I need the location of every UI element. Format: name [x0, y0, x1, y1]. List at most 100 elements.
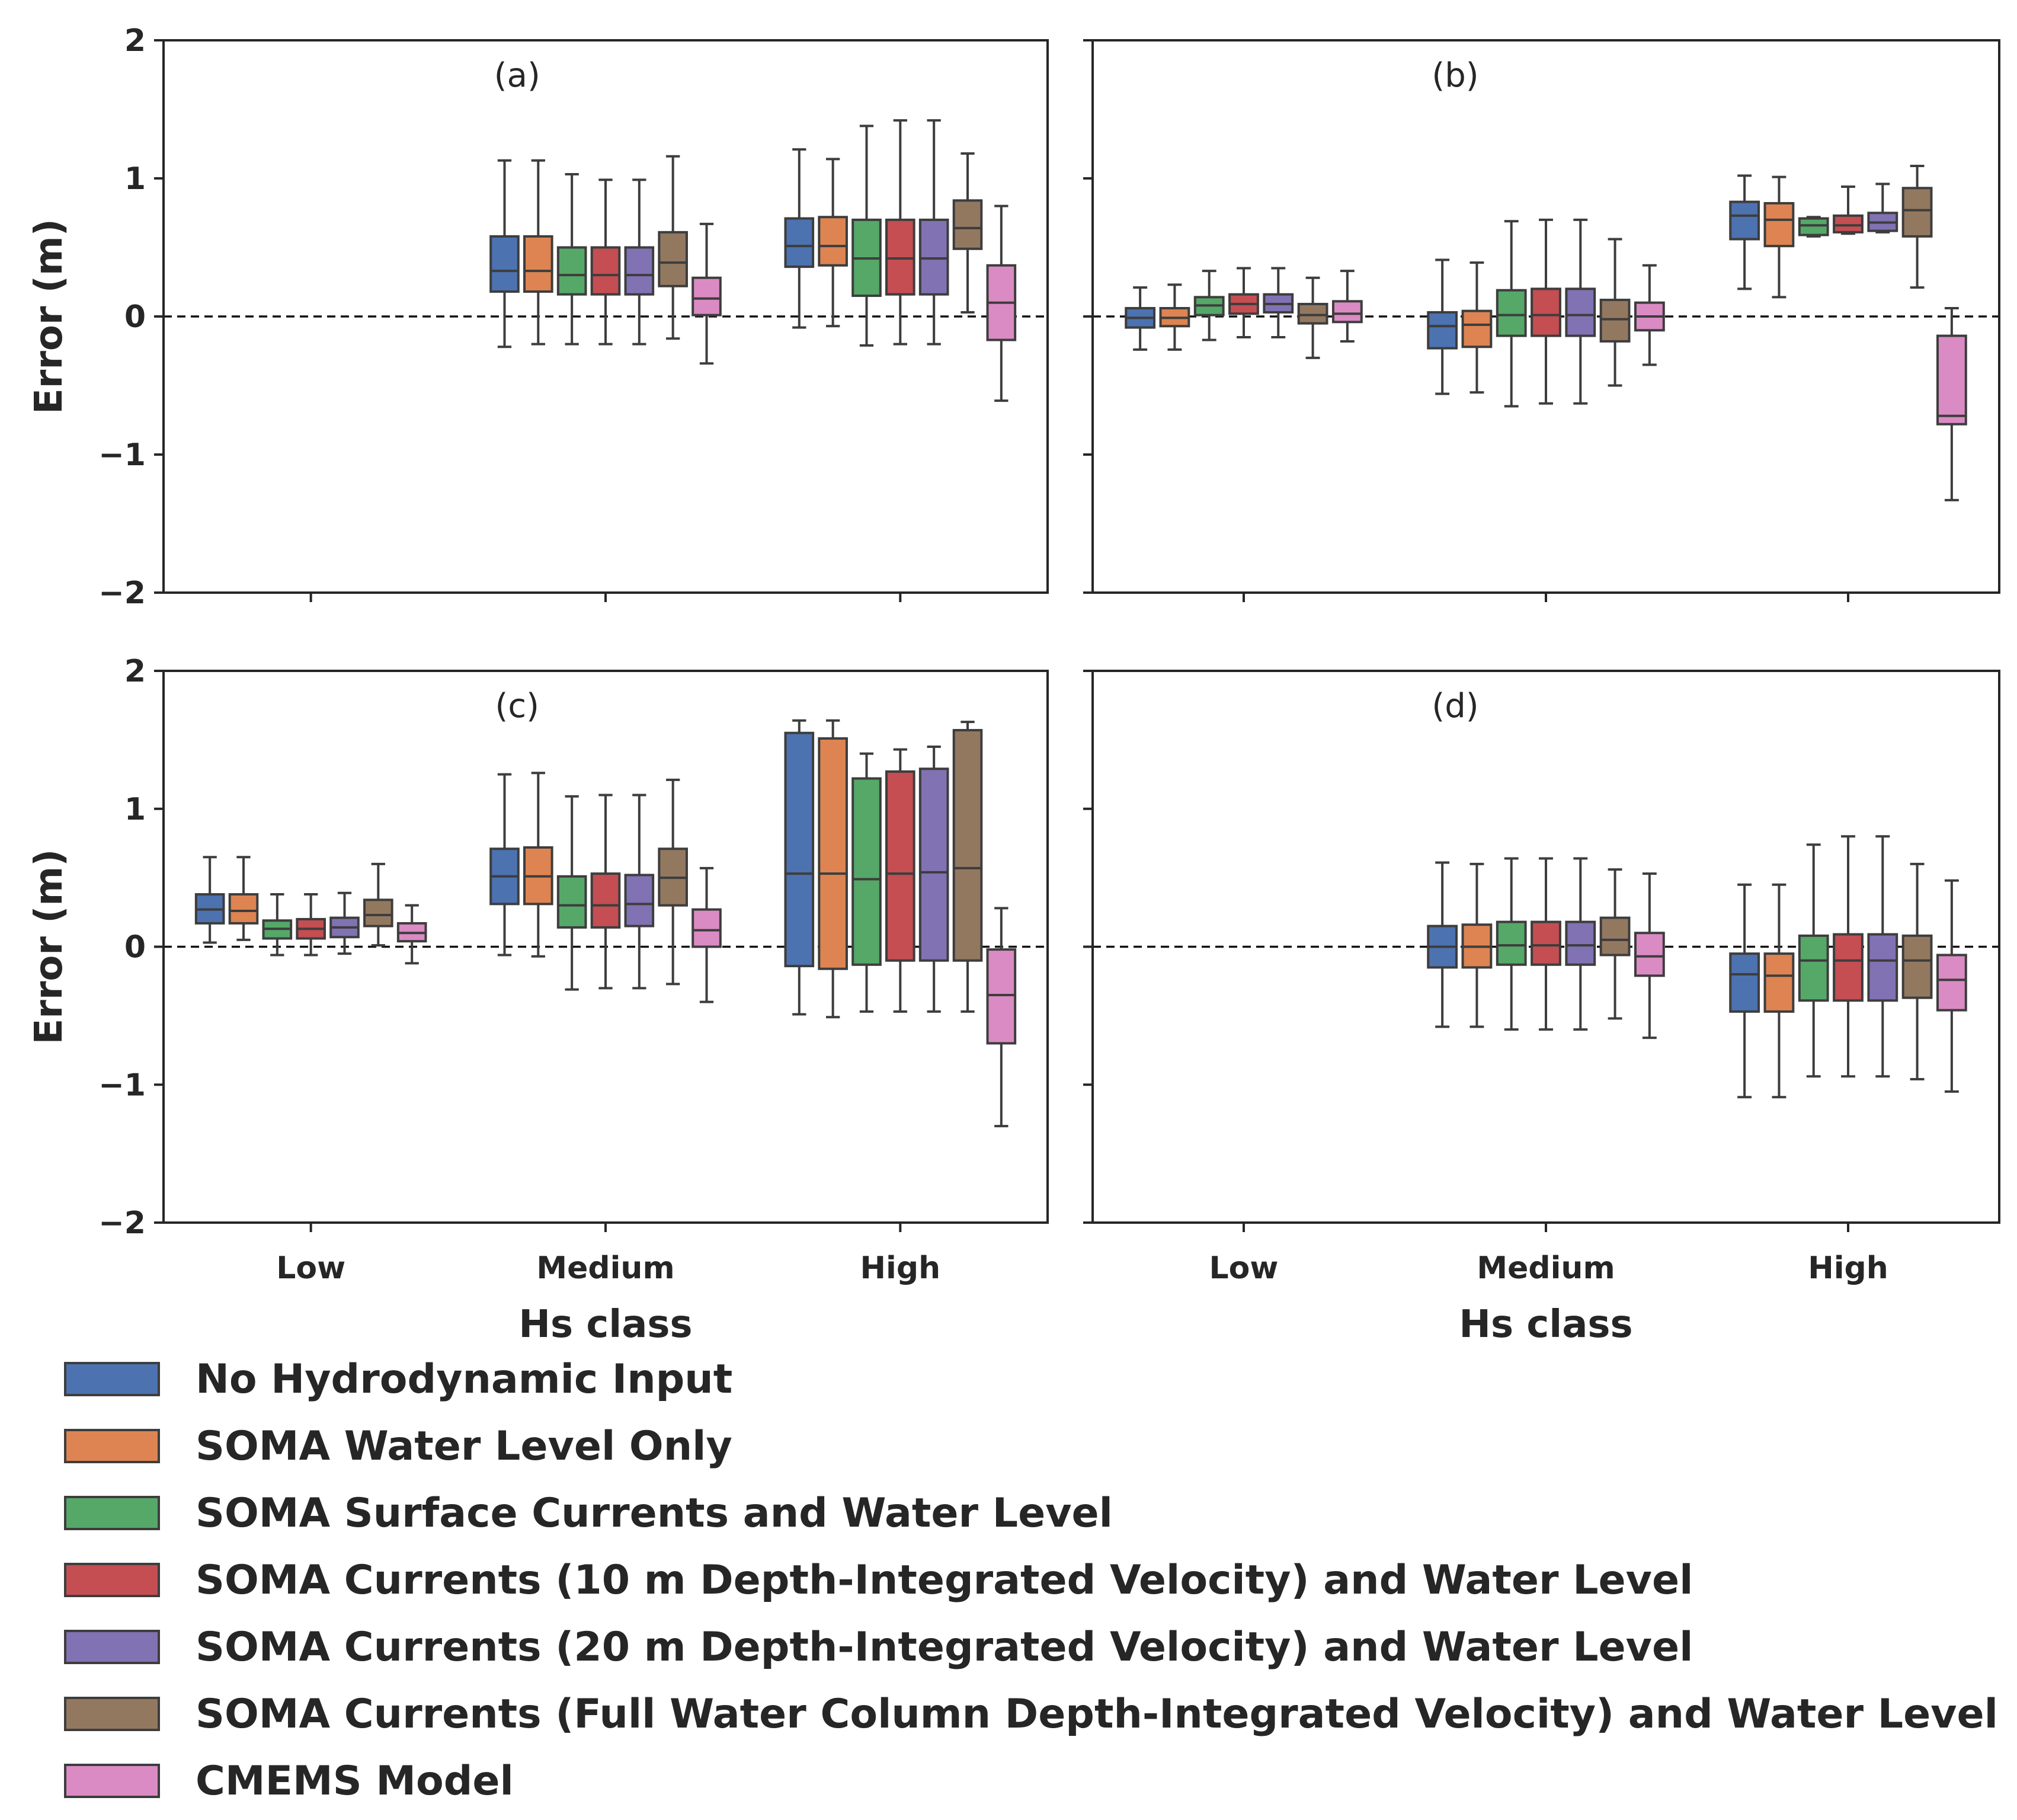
iqr-box — [1565, 287, 1596, 337]
box-high-series-1 — [1763, 175, 1795, 299]
panel-label: (d) — [1432, 687, 1478, 725]
iqr-box — [1833, 214, 1864, 234]
y-tick-label: 0 — [124, 930, 146, 965]
box-medium-series-1 — [523, 159, 553, 346]
iqr-box — [952, 729, 983, 962]
iqr-box — [1901, 187, 1933, 238]
box-high-series-4 — [918, 119, 949, 346]
box-medium-series-0 — [489, 773, 520, 957]
box-high-series-2 — [1798, 216, 1829, 238]
legend-swatch — [64, 1764, 160, 1798]
iqr-box — [1729, 952, 1760, 1013]
x-axis-title: Hs class — [518, 1303, 692, 1346]
box-high-series-0 — [784, 148, 815, 329]
iqr-box — [1427, 311, 1458, 350]
box-high-series-0 — [784, 719, 815, 1016]
box-medium-series-5 — [658, 778, 688, 986]
box-high-series-3 — [885, 119, 915, 346]
box-low-series-4 — [329, 891, 360, 955]
box-low-series-4 — [1263, 267, 1294, 338]
box-low-series-2 — [262, 893, 293, 957]
iqr-box — [918, 767, 949, 962]
box-high-series-0 — [1729, 883, 1760, 1099]
box-medium-series-6 — [691, 866, 722, 1003]
box-high-series-5 — [952, 152, 983, 314]
iqr-box — [691, 276, 722, 316]
legend-swatch — [64, 1630, 160, 1664]
iqr-box — [691, 908, 722, 948]
box-low-series-0 — [1125, 286, 1156, 351]
panel-label: (c) — [495, 687, 539, 725]
iqr-box — [489, 235, 520, 293]
iqr-box — [1599, 299, 1631, 343]
iqr-box — [1798, 934, 1829, 1002]
y-tick-label: −1 — [98, 1067, 146, 1103]
y-tick-label: 1 — [124, 792, 146, 827]
box-high-series-6 — [986, 204, 1017, 402]
box-medium-series-4 — [1565, 218, 1596, 405]
iqr-box — [885, 218, 915, 296]
box-low-series-3 — [1228, 267, 1259, 338]
box-medium-series-4 — [624, 178, 655, 346]
x-tick-label: High — [860, 1250, 941, 1286]
box-medium-series-4 — [1565, 857, 1596, 1031]
box-low-series-6 — [1331, 270, 1363, 343]
box-medium-series-0 — [1427, 258, 1458, 395]
iqr-box — [556, 246, 587, 296]
box-low-series-6 — [396, 904, 427, 965]
iqr-box — [1297, 303, 1328, 325]
y-tick-label: −1 — [98, 437, 146, 473]
legend-swatch — [64, 1362, 160, 1396]
box-medium-series-5 — [1599, 238, 1631, 387]
iqr-box — [523, 235, 553, 293]
iqr-box — [1634, 932, 1665, 977]
x-tick-label: Low — [1209, 1250, 1279, 1286]
box-low-series-3 — [296, 893, 326, 957]
box-medium-series-3 — [590, 178, 621, 346]
iqr-box — [590, 246, 621, 296]
box-high-series-3 — [1833, 185, 1864, 235]
iqr-box — [1798, 217, 1829, 236]
box-high-series-4 — [1867, 183, 1898, 234]
box-low-series-1 — [228, 856, 259, 941]
panel-a: 2 1 0 −1 −2 (a) Error (m) — [27, 23, 1049, 611]
iqr-box — [1599, 916, 1631, 957]
iqr-box — [556, 875, 587, 929]
iqr-box — [228, 893, 259, 925]
box-low-series-2 — [1193, 270, 1225, 341]
box-low-series-1 — [1159, 283, 1190, 351]
iqr-box — [1833, 933, 1864, 1002]
box-low-series-0 — [194, 856, 225, 944]
legend-label: SOMA Currents (Full Water Column Depth-I… — [196, 1691, 1998, 1738]
legend-label: SOMA Currents (20 m Depth-Integrated Vel… — [196, 1624, 1693, 1671]
legend-label: SOMA Currents (10 m Depth-Integrated Vel… — [196, 1557, 1693, 1604]
box-medium-series-2 — [1496, 220, 1527, 408]
y-tick-label: 0 — [124, 299, 146, 335]
box-high-series-4 — [1867, 835, 1898, 1078]
panel-c: 2 1 0 −1 −2 Low Medium High (c) Error (m) Hs class — [27, 654, 1049, 1346]
x-tick-label: High — [1808, 1250, 1888, 1286]
box-low-series-5 — [1297, 276, 1328, 359]
iqr-box — [1331, 300, 1363, 324]
legend-swatch — [64, 1429, 160, 1463]
box-high-series-5 — [1901, 862, 1933, 1080]
iqr-box — [851, 777, 882, 966]
box-high-series-6 — [986, 907, 1017, 1128]
iqr-box — [986, 948, 1017, 1045]
legend-swatch — [64, 1563, 160, 1597]
legend-label: SOMA Surface Currents and Water Level — [196, 1490, 1113, 1537]
iqr-box — [1901, 934, 1933, 999]
box-medium-series-1 — [523, 772, 553, 958]
x-tick-label: Medium — [1477, 1250, 1615, 1286]
iqr-box — [1729, 200, 1760, 241]
iqr-box — [624, 874, 655, 927]
iqr-box — [590, 872, 621, 929]
iqr-box — [918, 218, 949, 296]
y-tick-label: −2 — [98, 575, 146, 611]
iqr-box — [658, 231, 688, 287]
box-medium-series-3 — [1531, 218, 1561, 405]
box-high-series-1 — [818, 158, 848, 328]
iqr-box — [885, 770, 915, 962]
box-medium-series-2 — [556, 173, 587, 346]
iqr-box — [1496, 289, 1527, 337]
